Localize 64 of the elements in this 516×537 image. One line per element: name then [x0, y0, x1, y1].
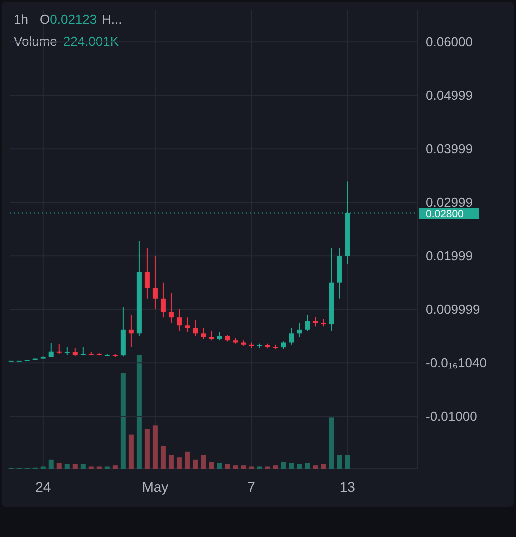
annotation: O0.02123 — [40, 12, 98, 27]
bar — [72, 464, 78, 469]
candlestick — [192, 320, 198, 337]
bar — [168, 455, 174, 469]
y-tick-label: -0.01000 — [426, 409, 478, 424]
y-tick-label: 0.03999 — [426, 142, 473, 157]
x-tick-label: 24 — [36, 479, 52, 495]
bar — [209, 462, 214, 469]
candlestick — [128, 314, 134, 348]
ref-line-label: 0.02800 — [426, 208, 464, 220]
candlestick — [209, 330, 214, 342]
bar — [217, 463, 222, 469]
bar — [48, 460, 54, 469]
chart-title: 1h — [14, 12, 28, 27]
y-tick-label: 0.009999 — [426, 302, 480, 318]
bar — [273, 466, 278, 469]
bar — [192, 460, 198, 469]
candlestick — [305, 314, 310, 332]
candlestick — [48, 342, 54, 358]
y-tick-label: -0.0₁₆1040 — [426, 356, 487, 371]
bar — [241, 466, 246, 469]
x-tick-label: 13 — [340, 479, 356, 495]
bar — [305, 463, 310, 469]
bar — [120, 373, 126, 469]
bar — [80, 464, 86, 469]
candlestick — [176, 309, 182, 332]
bar — [345, 455, 350, 469]
bar — [297, 464, 302, 469]
candlestick — [289, 328, 294, 346]
candlestick — [297, 322, 302, 338]
bar — [144, 429, 150, 469]
candlestick — [152, 256, 158, 310]
bar — [64, 464, 70, 469]
bar — [329, 418, 334, 469]
bar — [160, 446, 166, 469]
candlestick — [56, 344, 62, 356]
bar — [56, 463, 62, 469]
bar — [321, 464, 326, 469]
bar — [152, 426, 158, 469]
candlestick — [160, 282, 166, 318]
candlestick — [168, 293, 174, 324]
y-tick-label: 0.02999 — [426, 195, 473, 210]
bar — [337, 455, 342, 469]
candlestick — [184, 317, 190, 333]
bar — [200, 455, 206, 469]
x-tick-label: 7 — [248, 479, 256, 495]
y-tick-label: 0.01999 — [426, 248, 473, 264]
bar — [313, 466, 318, 469]
candlestick — [313, 316, 318, 328]
annotation: H... — [102, 12, 122, 27]
bar — [112, 466, 118, 469]
bar — [289, 463, 294, 469]
bar — [225, 464, 230, 469]
bar — [128, 434, 134, 469]
candlestick — [200, 328, 206, 340]
bar — [233, 466, 238, 469]
y-tick-label: 0.06000 — [426, 34, 473, 50]
bar — [176, 458, 182, 469]
x-tick-label: May — [142, 479, 169, 495]
bar — [136, 355, 142, 469]
candlestick — [144, 248, 150, 300]
bar — [184, 452, 190, 469]
bar — [281, 462, 286, 469]
y-tick-label: 0.04999 — [426, 88, 473, 104]
